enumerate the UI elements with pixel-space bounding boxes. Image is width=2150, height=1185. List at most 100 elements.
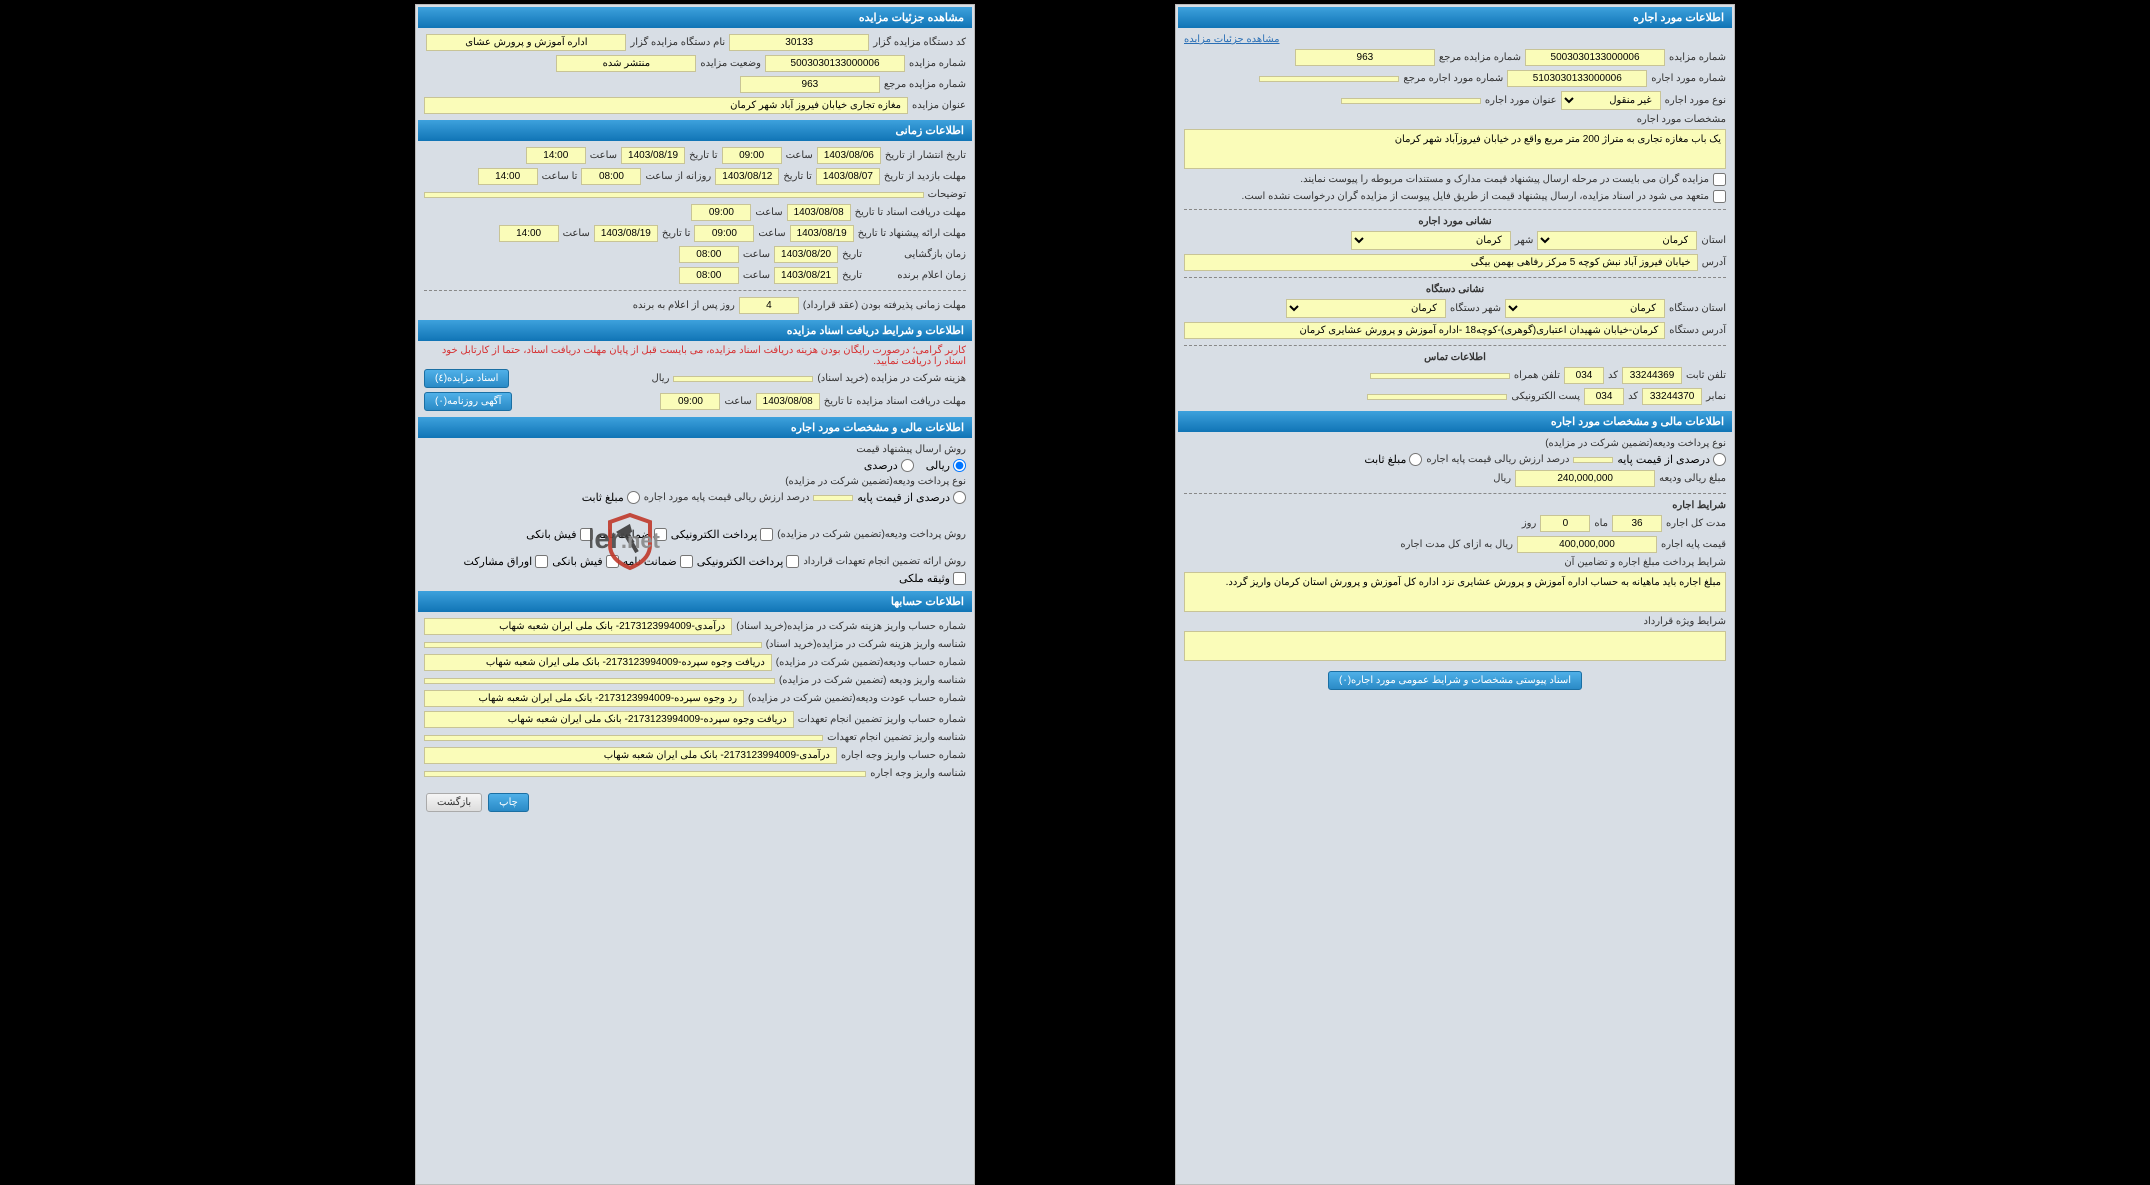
radio-fixed[interactable]: مبلغ ثابت (582, 491, 640, 504)
address-value: خیابان فیروز آباد نبش کوچه 5 مرکز رفاهی … (1184, 254, 1698, 271)
l-radio-pct[interactable]: درصدی از قیمت پایه (1617, 453, 1726, 466)
l-ref: 963 (1295, 49, 1435, 66)
opening-date: 1403/08/20 (774, 246, 838, 263)
payment-terms-text: مبلغ اجاره باید ماهیانه به حساب اداره آم… (1184, 572, 1726, 612)
offer-to-hour-label: ساعت (563, 228, 590, 239)
ref-no-value: 963 (740, 76, 880, 93)
note2: متعهد می شود در اسناد مزایده، ارسال پیشن… (1242, 191, 1709, 202)
fee-value (673, 376, 813, 382)
duration-days: 0 (1540, 515, 1590, 532)
deposit-amt-label: مبلغ ریالی ودیعه (1659, 473, 1726, 484)
acc1-label: شماره حساب واریز هزینه شرکت در مزایده(خر… (736, 621, 966, 632)
acc7-label: شناسه واریز تضمین انجام تعهدات (827, 732, 966, 743)
org-city-select[interactable]: کرمان (1286, 299, 1446, 318)
deposit-type-label: نوع پرداخت ودیعه(تضمین شرکت در مزایده) (785, 476, 966, 487)
publish-to-hour: 14:00 (526, 147, 586, 164)
acc3-label: شماره حساب ودیعه(تضمین شرکت در مزایده) (776, 657, 966, 668)
cb2-epay[interactable]: پرداخت الکترونیکی (697, 555, 800, 568)
opening-hour-label: ساعت (743, 249, 770, 260)
section-header-accounts: اطلاعات حسابها (418, 591, 972, 612)
email-label: پست الکترونیکی (1511, 391, 1580, 402)
org-address-label: آدرس دستگاه (1669, 325, 1726, 336)
cb2-property[interactable]: وثیقه ملکی (899, 572, 966, 585)
mobile-value (1370, 373, 1510, 379)
visit-to-label: تا تاریخ (783, 171, 812, 182)
l-specs-text: یک باب مغازه تجاری به متراژ 200 متر مربع… (1184, 129, 1726, 169)
publish-from-label: تاریخ انتشار از تاریخ (885, 150, 966, 161)
cb2-bonds[interactable]: اوراق مشارکت (463, 555, 548, 568)
cb2-bank-slip[interactable]: فیش بانکی (552, 555, 618, 568)
fax-code-label: کد (1628, 391, 1638, 402)
l-ref-label: شماره مزایده مرجع (1439, 52, 1521, 63)
offer-to-label: تا تاریخ (662, 228, 691, 239)
cb-note2[interactable] (1713, 190, 1726, 203)
duration-label: مدت کل اجاره (1666, 518, 1726, 529)
title-value: مغازه تجاری خیابان فیروز آباد شهر کرمان (424, 97, 908, 114)
visit-daily-from-label: روزانه از ساعت (645, 171, 711, 182)
phone-code-label: کد (1608, 370, 1618, 381)
attached-docs-button[interactable]: اسناد پیوستی مشخصات و شرایط عمومی مورد ا… (1328, 671, 1582, 690)
province-select[interactable]: کرمان (1537, 231, 1697, 250)
l-pct-value (1573, 457, 1613, 463)
org-address-value: کرمان-خیابان شهیدان اعتباری(گوهری)-کوچه1… (1184, 322, 1665, 339)
base-price-unit: ریال به ازای کل مدت اجاره (1400, 539, 1513, 550)
opening-date-label: تاریخ (842, 249, 862, 260)
acc7-value (424, 735, 823, 741)
cb-guarantee[interactable]: ضمانت نامه (597, 528, 667, 541)
radio-pct-base[interactable]: درصدی از قیمت پایه (857, 491, 966, 504)
l-lease-no-label: شماره مورد اجاره (1651, 73, 1726, 84)
fax-code: 034 (1584, 388, 1624, 405)
doc-deadline2-hour-label: ساعت (724, 396, 751, 407)
offer-deadline-date: 1403/08/19 (790, 225, 854, 242)
doc-deadline2-to: تا تاریخ (824, 396, 853, 407)
publish-from-hour: 09:00 (722, 147, 782, 164)
offer-to-hour: 14:00 (499, 225, 559, 242)
docs-button[interactable]: اسناد مزایده(٤) (424, 369, 509, 388)
back-button[interactable]: بازگشت (426, 793, 482, 812)
org-province-select[interactable]: کرمان (1505, 299, 1665, 318)
org-city-label: شهر دستگاه (1450, 303, 1501, 314)
l-radio-fixed[interactable]: مبلغ ثابت (1364, 453, 1422, 466)
phone-code: 034 (1564, 367, 1604, 384)
months-label: ماه (1594, 518, 1608, 529)
offer-deadline-hour: 09:00 (694, 225, 754, 242)
acc8-value: درآمدی-2173123994009- بانک ملی ایران شعب… (424, 747, 837, 764)
acc9-label: شناسه واریز وجه اجاره (870, 768, 966, 779)
special-terms-label: شرایط ویژه قرارداد (1644, 616, 1726, 627)
doc-deadline-hour: 09:00 (691, 204, 751, 221)
cb-epay[interactable]: پرداخت الکترونیکی (671, 528, 774, 541)
acc6-value: دریافت وجوه سپرده-2173123994009- بانک مل… (424, 711, 794, 728)
org-name-label: نام دستگاه مزایده گزار (630, 37, 725, 48)
l-type-select[interactable]: غیر منقول (1561, 91, 1661, 110)
base-price: 400,000,000 (1517, 536, 1657, 553)
deposit-unit: ریال (1493, 473, 1511, 484)
view-details-link[interactable]: مشاهده جزئیات مزایده (1184, 34, 1280, 45)
org-province-label: استان دستگاه (1669, 303, 1726, 314)
org-name-value: اداره آموزش و پرورش عشای (426, 34, 626, 51)
title-label: عنوان مزایده (912, 100, 966, 111)
print-button[interactable]: چاپ (488, 793, 529, 812)
city-select[interactable]: کرمان (1351, 231, 1511, 250)
doc-deadline2-hour: 09:00 (660, 393, 720, 410)
notice-text: کاربر گرامی؛ درصورت رایگان بودن هزینه در… (424, 345, 966, 367)
base-price-label: قیمت پایه اجاره (1661, 539, 1726, 550)
l-lease-no: 5103030133000006 (1507, 70, 1647, 87)
radio-percent[interactable]: درصدی (864, 459, 914, 472)
cb-note1[interactable] (1713, 173, 1726, 186)
l-lease-ref-label: شماره مورد اجاره مرجع (1403, 73, 1503, 84)
auction-no-label: شماره مزایده (909, 58, 966, 69)
acc1-value: درآمدی-2173123994009- بانک ملی ایران شعب… (424, 618, 732, 635)
email-value (1367, 394, 1507, 400)
newspaper-button[interactable]: آگهی روزنامه(۰) (424, 392, 512, 411)
cb2-guarantee[interactable]: ضمانت نامه (623, 555, 693, 568)
section-header-time: اطلاعات زمانی (418, 120, 972, 141)
winner-date-label: تاریخ (842, 270, 862, 281)
radio-riyali[interactable]: ریالی (926, 459, 966, 472)
acc5-value: رد وجوه سپرده-2173123994009- بانک ملی ای… (424, 690, 744, 707)
acc8-label: شماره حساب واریز وجه اجاره (841, 750, 966, 761)
desc-label: توضیحات (928, 189, 966, 200)
visit-daily-to: 14:00 (478, 168, 538, 185)
visit-daily-from: 08:00 (581, 168, 641, 185)
publish-to-hour-label: ساعت (590, 150, 617, 161)
cb-bank-slip[interactable]: فیش بانکی (526, 528, 592, 541)
